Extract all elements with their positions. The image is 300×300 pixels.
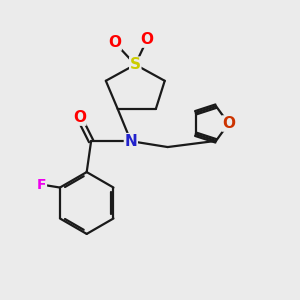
Text: O: O bbox=[222, 116, 235, 131]
Text: O: O bbox=[141, 32, 154, 47]
Text: O: O bbox=[108, 35, 121, 50]
Text: O: O bbox=[73, 110, 86, 125]
Text: N: N bbox=[124, 134, 137, 149]
Text: F: F bbox=[37, 178, 46, 192]
Text: S: S bbox=[130, 57, 141, 72]
